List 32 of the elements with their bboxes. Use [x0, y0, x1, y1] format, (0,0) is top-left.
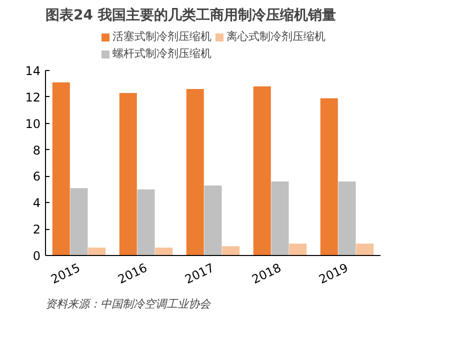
y-tick-label: 4 — [32, 196, 41, 210]
x-tick-label: 2019 — [316, 260, 350, 287]
bar — [204, 185, 222, 256]
bar — [88, 248, 106, 256]
legend-label: 螺杆式制冷剂压缩机 — [112, 46, 212, 61]
bar — [52, 82, 70, 256]
bar — [271, 182, 289, 256]
bar — [137, 189, 155, 256]
x-tick-label: 2018 — [250, 260, 284, 287]
bar — [253, 86, 271, 256]
legend-label: 活塞式制冷剂压缩机 — [112, 29, 212, 44]
y-tick-label: 6 — [32, 170, 41, 184]
y-tick-label: 0 — [32, 249, 41, 263]
bar — [338, 182, 356, 256]
y-tick-label: 14 — [25, 64, 41, 78]
bar — [222, 246, 240, 256]
text: 资料来源：中国制冷空调工业协会 — [46, 298, 212, 310]
bar — [70, 188, 88, 256]
bar — [289, 244, 307, 256]
y-tick-label: 8 — [32, 143, 41, 158]
y-tick-label: 2 — [32, 222, 41, 237]
bar — [155, 248, 173, 256]
legend-label: 离心式制冷剂压缩机 — [226, 29, 326, 44]
bar — [356, 244, 374, 256]
x-tick-label: 2015 — [48, 260, 82, 287]
y-tick-label: 12 — [25, 90, 41, 104]
bar — [119, 92, 137, 256]
chart-title: 图表24 我国主要的几类工商用制冷压缩机销量 — [46, 6, 336, 24]
y-tick-label: 10 — [25, 116, 41, 131]
bar — [186, 89, 204, 256]
x-tick-label: 2016 — [116, 260, 150, 287]
bar — [320, 98, 338, 256]
